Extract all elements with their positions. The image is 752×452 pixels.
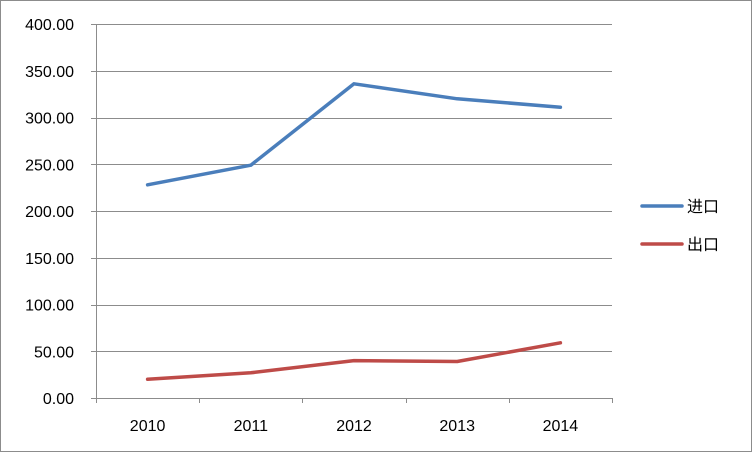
y-tick-label: 0.00 xyxy=(43,391,74,408)
y-axis-tick-labels: 0.00 50.00 100.00 150.00 200.00 250.00 300.00 3… xyxy=(25,17,74,408)
x-tick-label: 2014 xyxy=(543,418,579,435)
legend-label: 出口 xyxy=(687,235,719,254)
y-tick-label: 100.00 xyxy=(25,298,74,315)
x-tick-label: 2011 xyxy=(234,418,269,435)
legend-item: 进口 xyxy=(640,197,719,216)
x-tick-label: 2012 xyxy=(336,418,372,435)
gridlines xyxy=(96,24,612,352)
axes xyxy=(91,24,613,403)
y-tick-label: 250.00 xyxy=(25,157,74,174)
y-tick-label: 300.00 xyxy=(25,111,74,128)
y-tick-label: 50.00 xyxy=(34,344,74,361)
series-line-0 xyxy=(145,82,563,187)
x-tick-label: 2010 xyxy=(130,418,166,435)
y-tick-label: 350.00 xyxy=(25,64,74,81)
series-line-1 xyxy=(145,341,563,382)
x-axis-tick-labels: 2010 2011 2012 2013 2014 xyxy=(130,418,578,435)
legend-item: 出口 xyxy=(640,235,719,254)
y-tick-label: 400.00 xyxy=(25,17,74,34)
x-tick-label: 2013 xyxy=(439,418,475,435)
series-layer xyxy=(145,82,563,382)
y-tick-label: 200.00 xyxy=(25,204,74,221)
legend-label: 进口 xyxy=(687,197,719,216)
y-tick-label: 150.00 xyxy=(25,251,74,268)
